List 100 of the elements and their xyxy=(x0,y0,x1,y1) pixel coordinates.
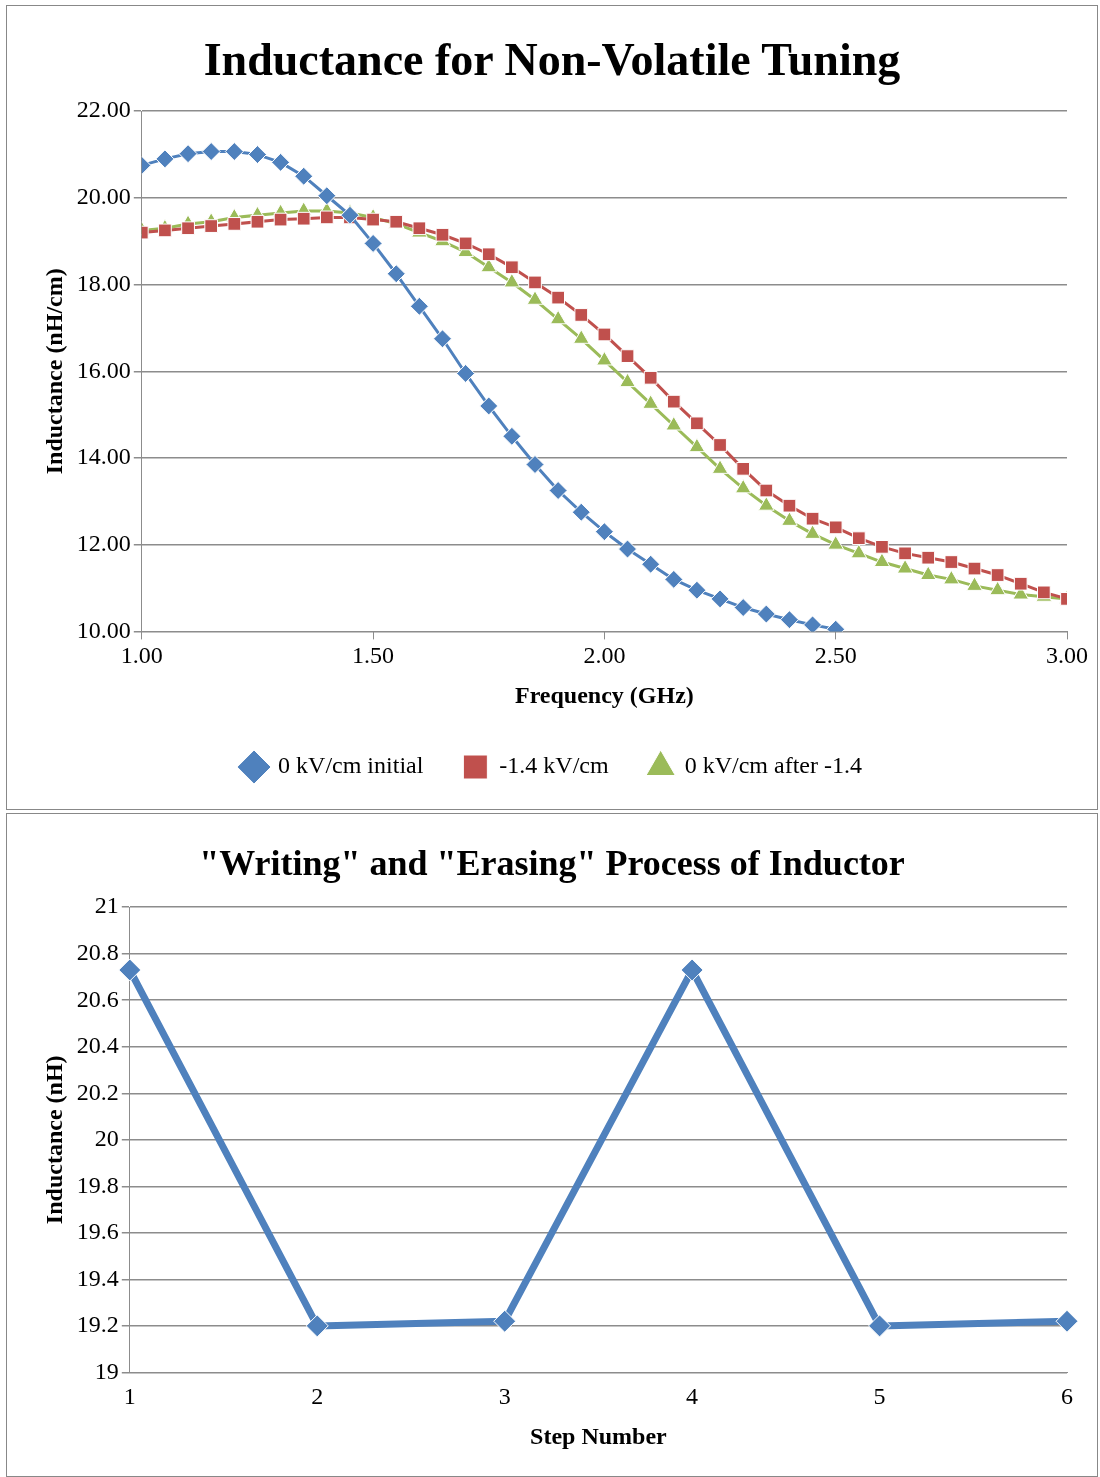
point xyxy=(526,290,544,305)
point xyxy=(525,455,545,474)
y-tick-label: 14.00 xyxy=(76,443,131,470)
point xyxy=(782,498,797,513)
point xyxy=(551,290,565,305)
point xyxy=(456,363,476,383)
point xyxy=(502,426,522,446)
x-axis-title: Step Number xyxy=(530,1422,668,1449)
point xyxy=(224,142,244,162)
point xyxy=(181,221,195,236)
y-tick-label: 16.00 xyxy=(76,356,131,383)
point xyxy=(493,1309,517,1333)
legend-label: 0 kV/cm after -1.4 xyxy=(684,752,862,779)
point xyxy=(481,247,496,262)
point xyxy=(155,149,175,169)
point xyxy=(803,615,823,632)
point xyxy=(596,350,613,366)
point xyxy=(409,296,429,316)
chart-title: "Writing" and "Erasing" Process of Inductor xyxy=(199,842,905,883)
point xyxy=(919,565,937,581)
point xyxy=(363,233,383,253)
y-tick-label: 20.00 xyxy=(76,183,131,210)
point xyxy=(479,396,499,416)
y-tick-label: 19.6 xyxy=(76,1218,119,1245)
point xyxy=(875,540,889,554)
x-tick-label: 1.00 xyxy=(120,642,163,669)
point xyxy=(680,958,704,982)
point xyxy=(943,569,960,585)
point xyxy=(340,205,360,225)
point xyxy=(528,275,542,290)
point xyxy=(664,569,684,589)
point xyxy=(758,496,775,511)
point xyxy=(690,416,704,431)
point xyxy=(505,260,519,275)
point xyxy=(271,152,291,172)
point xyxy=(756,604,776,624)
point xyxy=(710,589,730,609)
point xyxy=(305,1314,329,1338)
point xyxy=(548,481,568,501)
legend-label: 0 kV/cm initial xyxy=(278,752,424,779)
x-tick-label: 2 xyxy=(311,1383,324,1410)
x-tick-label: 2.00 xyxy=(583,642,626,669)
point xyxy=(966,576,983,591)
point xyxy=(779,610,799,630)
point xyxy=(250,214,265,229)
x-tick-label: 1 xyxy=(123,1383,136,1410)
point xyxy=(571,502,591,522)
point xyxy=(851,531,866,546)
point xyxy=(317,186,337,206)
point xyxy=(432,329,452,349)
point xyxy=(158,223,172,238)
point xyxy=(759,483,774,498)
point xyxy=(386,264,406,284)
x-tick-label: 5 xyxy=(873,1383,886,1410)
x-tick-label: 4 xyxy=(686,1383,699,1410)
y-tick-label: 19.2 xyxy=(76,1311,119,1338)
point xyxy=(642,394,659,409)
point xyxy=(118,958,142,982)
y-tick-label: 18.00 xyxy=(76,269,131,296)
legend-label: -1.4 kV/cm xyxy=(499,752,610,779)
point xyxy=(665,415,683,431)
point xyxy=(620,349,635,363)
point xyxy=(572,329,590,344)
point xyxy=(574,308,589,322)
point xyxy=(503,272,521,288)
point xyxy=(873,552,891,568)
point xyxy=(688,437,706,453)
point xyxy=(201,142,221,162)
chart-title: Inductance for Non-Volatile Tuning xyxy=(203,34,901,86)
point xyxy=(896,559,914,574)
point xyxy=(319,210,334,225)
point xyxy=(868,1314,892,1338)
point xyxy=(273,212,288,227)
x-axis-title: Frequency (GHz) xyxy=(514,681,694,708)
y-axis-title: Inductance (nH) xyxy=(40,1055,67,1225)
y-tick-label: 19 xyxy=(94,1357,119,1384)
point xyxy=(828,520,843,535)
point xyxy=(989,580,1006,596)
x-tick-label: 3 xyxy=(498,1383,511,1410)
y-tick-label: 12.00 xyxy=(76,530,131,556)
point xyxy=(594,522,614,542)
point xyxy=(827,535,844,550)
point xyxy=(458,236,473,251)
y-tick-label: 19.8 xyxy=(76,1171,119,1198)
point xyxy=(178,144,198,164)
point xyxy=(296,211,311,226)
point xyxy=(734,478,752,494)
y-tick-label: 20.8 xyxy=(76,939,119,966)
point xyxy=(781,511,798,526)
point xyxy=(733,598,753,618)
point xyxy=(618,539,638,559)
point xyxy=(850,543,868,559)
point xyxy=(435,227,450,242)
point xyxy=(643,370,658,385)
y-tick-label: 22.00 xyxy=(76,96,131,123)
point xyxy=(711,459,729,474)
point xyxy=(204,219,219,233)
y-tick-label: 20.4 xyxy=(76,1032,119,1059)
point xyxy=(1055,1309,1079,1333)
x-tick-label: 6 xyxy=(1061,1383,1073,1410)
